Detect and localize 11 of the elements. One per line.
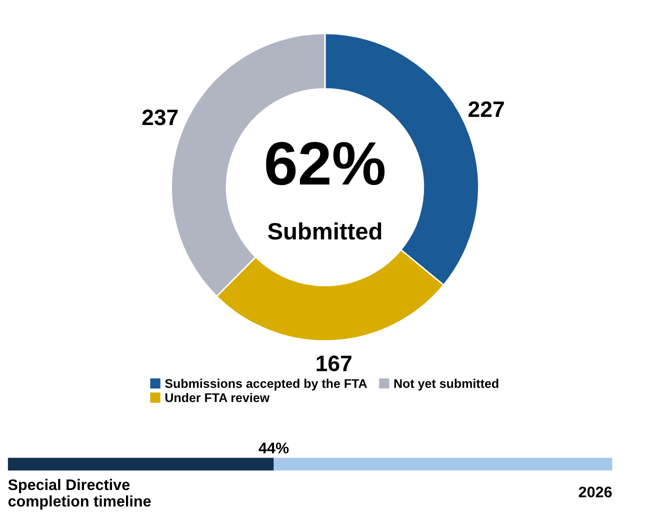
text: Submitted [268, 222, 382, 240]
x-axis-title: Special Directive completion timeline [8, 478, 151, 510]
legend-label: Not yet submitted [394, 378, 498, 390]
data-label: 237 [142, 109, 178, 126]
text: 62% [266, 142, 385, 186]
legend-label: Under FTA review [165, 392, 270, 402]
legend-label: Submissions accepted by the FTA [165, 378, 367, 390]
data-label: 167 [316, 356, 352, 372]
data-label: 227 [468, 101, 504, 117]
data-label: 44% [258, 442, 289, 454]
text: 2026 [578, 486, 612, 498]
